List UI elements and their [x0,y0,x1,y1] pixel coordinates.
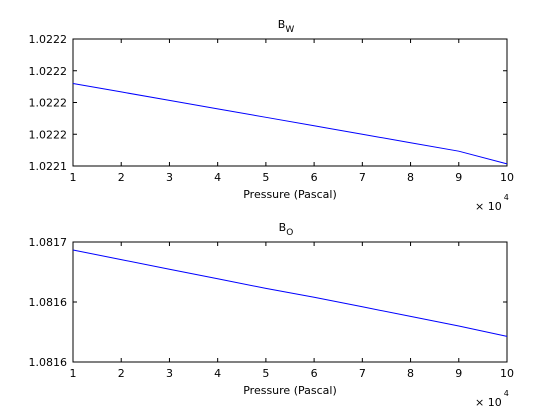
x-tick-label: 1 [70,367,77,380]
x-tick-label: 10 [500,171,514,184]
x-tick-label: 6 [311,171,318,184]
y-tick-label: 1.0816 [29,296,68,309]
plot-area-frame [72,38,508,167]
subplot-1: BW 1 2 3 4 5 6 7 8 9 10 1.0222 1.0222 1.0222 1.0222 1.0… [29,18,515,213]
subplot-2: BO 1 2 3 4 5 6 7 8 9 10 1.0817 1.0816 1.0816 Pressure … [29,221,515,409]
plot-title: BO [279,221,294,238]
x-axis-label: Pressure (Pascal) [243,188,337,201]
x-multiplier-label: × 104 [475,193,509,213]
x-tick-label: 2 [118,367,125,380]
plot-area-frame [72,241,508,363]
x-tick-label: 3 [166,367,173,380]
x-tick-label: 6 [311,367,318,380]
x-tick-label: 9 [455,171,462,184]
x-tick-label: 5 [262,367,269,380]
x-tick-label: 4 [214,367,221,380]
x-tick-label: 4 [214,171,221,184]
x-tick-label: 10 [500,367,514,380]
x-tick-label: 3 [166,171,173,184]
y-tick-label: 1.0817 [29,236,68,249]
y-tick-label: 1.0222 [29,97,68,110]
y-tick-label: 1.0222 [29,65,68,78]
x-tick-label: 8 [407,367,414,380]
series-line-1 [72,249,508,337]
y-tick-label: 1.0222 [29,33,68,46]
x-tick-label: 2 [118,171,125,184]
x-tick-label: 9 [455,367,462,380]
x-tick-label: 1 [70,171,77,184]
y-tick-label: 1.0222 [29,128,68,141]
y-tick-label: 1.0816 [29,356,68,369]
y-tick-label: 1.0221 [29,160,68,173]
x-axis-label: Pressure (Pascal) [243,384,337,397]
plot-title: BW [278,18,295,35]
x-tick-label: 7 [359,171,366,184]
x-tick-label: 8 [407,171,414,184]
x-multiplier-label: × 104 [475,389,509,409]
series-line-1 [72,82,508,165]
x-tick-label: 5 [262,171,269,184]
x-tick-label: 7 [359,367,366,380]
